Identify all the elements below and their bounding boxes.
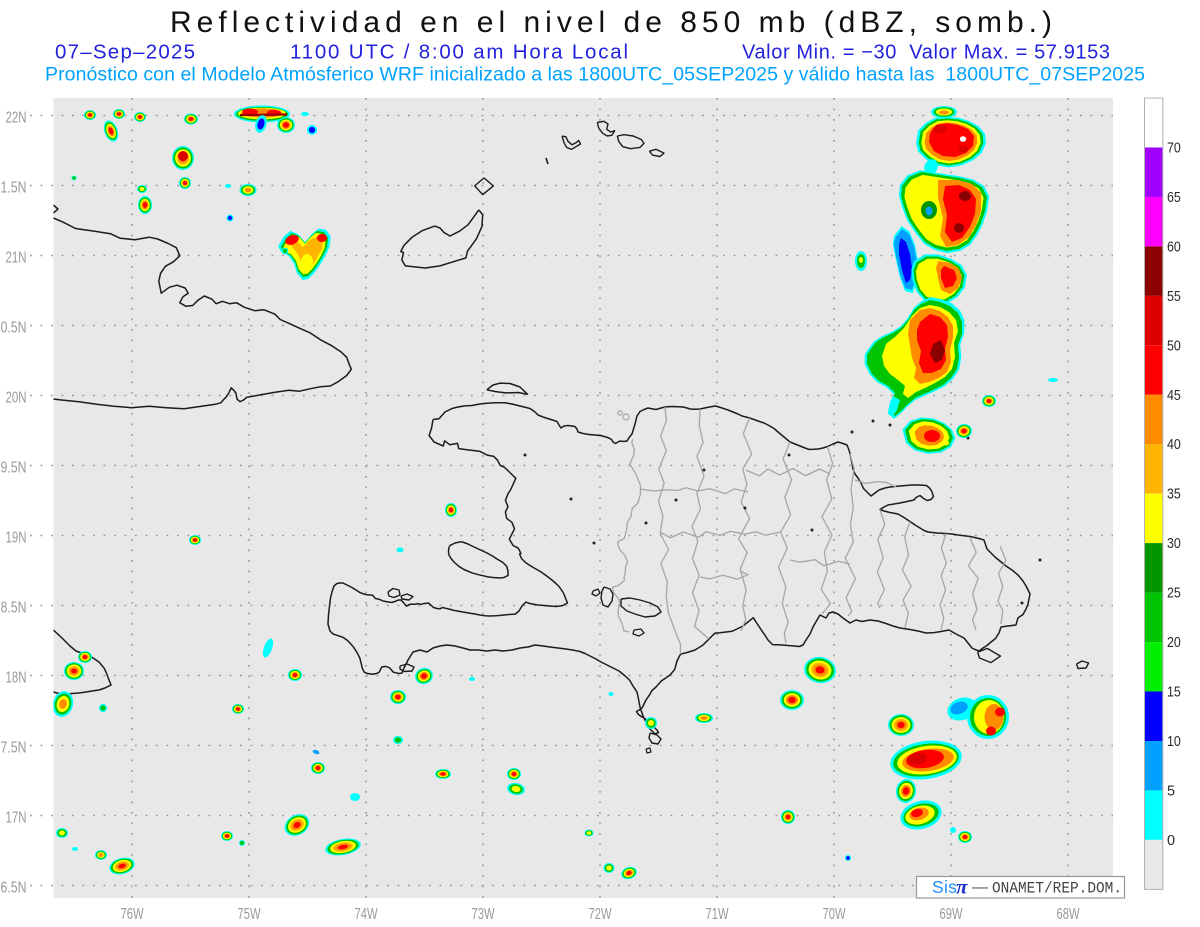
- svg-text:Pronóstico con el Modelo Atmós: Pronóstico con el Modelo Atmósferico WRF…: [45, 64, 1145, 86]
- svg-text:10: 10: [1167, 734, 1181, 750]
- svg-text:π: π: [956, 875, 968, 899]
- svg-text:ONAMET/REP.DOM.: ONAMET/REP.DOM.: [992, 880, 1122, 898]
- svg-text:0.5N: 0.5N: [1, 320, 27, 337]
- svg-text:60: 60: [1167, 239, 1181, 255]
- svg-text:9.5N: 9.5N: [1, 460, 27, 477]
- svg-text:7.5N: 7.5N: [1, 740, 27, 757]
- svg-text:45: 45: [1167, 388, 1181, 404]
- svg-text:70W: 70W: [823, 906, 847, 923]
- svg-text:15: 15: [1167, 685, 1181, 701]
- svg-text:70: 70: [1167, 141, 1181, 157]
- svg-text:5: 5: [1167, 783, 1175, 799]
- svg-text:68W: 68W: [1057, 906, 1081, 923]
- svg-text:6.5N: 6.5N: [1, 880, 27, 897]
- svg-text:22N: 22N: [6, 110, 27, 127]
- svg-text:1.5N: 1.5N: [1, 180, 27, 197]
- svg-text:73W: 73W: [472, 906, 496, 923]
- svg-text:17N: 17N: [6, 810, 27, 827]
- svg-text:69W: 69W: [940, 906, 964, 923]
- svg-text:72W: 72W: [589, 906, 613, 923]
- svg-text:—: —: [972, 879, 988, 896]
- svg-text:07–Sep–2025: 07–Sep–2025: [55, 41, 195, 64]
- svg-text:19N: 19N: [6, 530, 27, 547]
- svg-text:76W: 76W: [121, 906, 145, 923]
- svg-text:71W: 71W: [706, 906, 730, 923]
- svg-text:20N: 20N: [6, 390, 27, 407]
- svg-text:Valor Min. = −30 Valor Max. =: Valor Min. = −30 Valor Max. = 57.9153: [742, 42, 1110, 64]
- svg-text:30: 30: [1167, 536, 1181, 552]
- svg-text:55: 55: [1167, 289, 1181, 305]
- svg-text:20: 20: [1167, 635, 1181, 651]
- svg-text:Sis: Sis: [932, 877, 957, 897]
- svg-text:75W: 75W: [238, 906, 262, 923]
- svg-text:65: 65: [1167, 190, 1181, 206]
- svg-text:18N: 18N: [6, 670, 27, 687]
- svg-text:25: 25: [1167, 586, 1181, 602]
- svg-text:21N: 21N: [6, 250, 27, 267]
- svg-text:40: 40: [1167, 437, 1181, 453]
- svg-text:1100 UTC / 8:00 am Hora Local: 1100 UTC / 8:00 am Hora Local: [290, 41, 628, 64]
- svg-text:0: 0: [1167, 833, 1175, 849]
- svg-text:8.5N: 8.5N: [1, 600, 27, 617]
- svg-text:50: 50: [1167, 338, 1181, 354]
- svg-text:74W: 74W: [355, 906, 379, 923]
- svg-text:35: 35: [1167, 487, 1181, 503]
